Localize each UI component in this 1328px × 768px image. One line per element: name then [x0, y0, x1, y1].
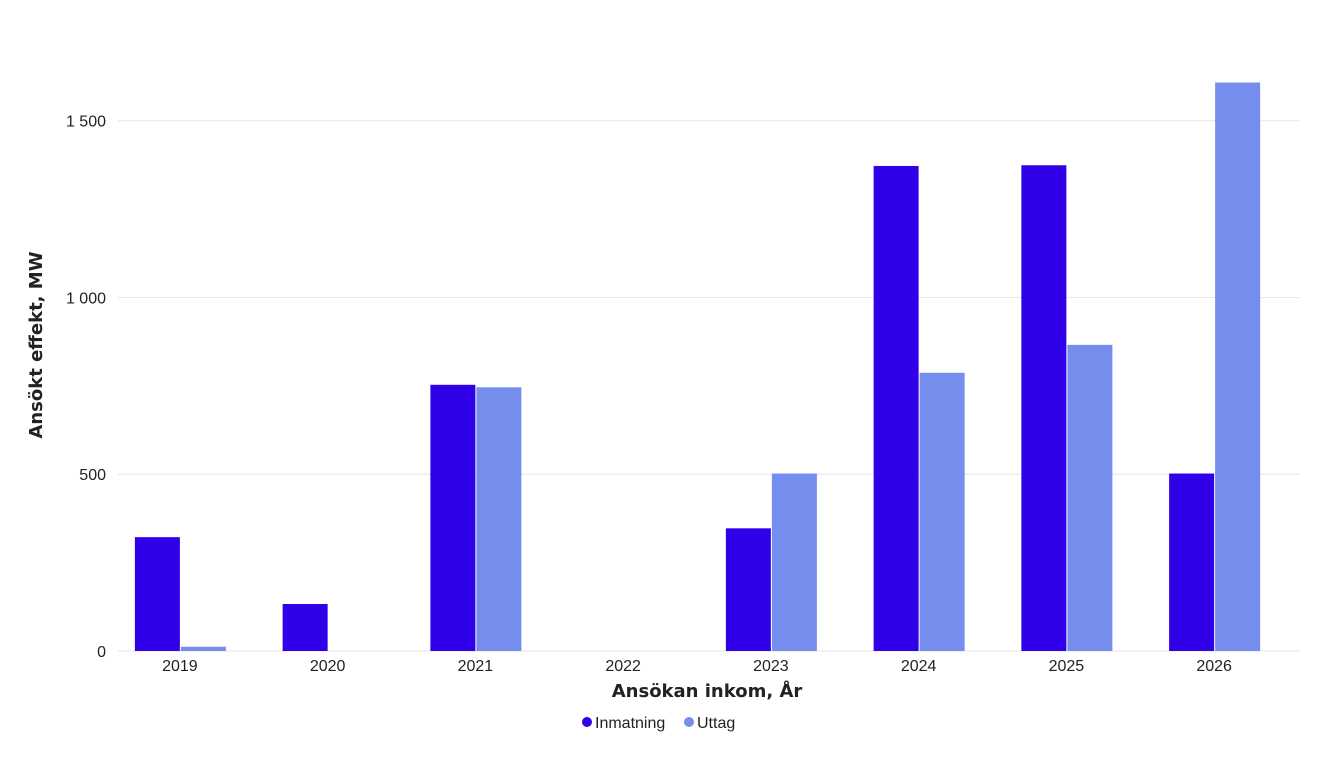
x-tick-label-2025: 2025	[1049, 658, 1085, 675]
y-axis-title: Ansökt effekt, MW	[26, 251, 47, 438]
y-axis-ticks: 0 500 1 000 1 500	[66, 114, 106, 661]
bar-inmatning-2026	[1169, 473, 1215, 651]
x-tick-label-2023: 2023	[753, 658, 789, 675]
legend-marker-inmatning	[582, 717, 592, 727]
bar-uttag-2023	[771, 473, 817, 651]
legend-label-uttag: Uttag	[697, 715, 735, 732]
bar-inmatning-2019	[134, 537, 180, 651]
bar-uttag-2024	[919, 372, 965, 651]
y-tick-label-1000: 1 000	[66, 290, 106, 307]
x-tick-label-2024: 2024	[901, 658, 937, 675]
bar-uttag-2026	[1215, 82, 1261, 651]
bars	[134, 82, 1261, 651]
legend: Inmatning Uttag	[582, 715, 735, 732]
bar-uttag-2021	[476, 387, 522, 651]
bar-uttag-2025	[1067, 344, 1113, 651]
bar-uttag-2019	[180, 646, 226, 651]
x-axis-title: Ansökan inkom, År	[612, 679, 803, 702]
x-tick-label-2026: 2026	[1196, 658, 1232, 675]
bar-inmatning-2021	[430, 384, 476, 651]
x-tick-label-2021: 2021	[458, 658, 494, 675]
bar-inmatning-2020	[282, 603, 328, 651]
gridlines	[118, 120, 1300, 652]
y-tick-label-0: 0	[97, 644, 106, 661]
legend-marker-uttag	[684, 717, 694, 727]
y-tick-label-500: 500	[79, 467, 106, 484]
y-tick-label-1500: 1 500	[66, 114, 106, 131]
bar-inmatning-2023	[725, 528, 771, 651]
x-axis-ticks: 2019 2020 2021 2022 2023 2024 2025 2026	[162, 658, 1232, 675]
x-tick-label-2019: 2019	[162, 658, 198, 675]
bar-inmatning-2024	[873, 165, 919, 651]
x-tick-label-2022: 2022	[605, 658, 641, 675]
bar-inmatning-2025	[1021, 165, 1067, 651]
x-tick-label-2020: 2020	[310, 658, 346, 675]
legend-label-inmatning: Inmatning	[595, 715, 665, 732]
